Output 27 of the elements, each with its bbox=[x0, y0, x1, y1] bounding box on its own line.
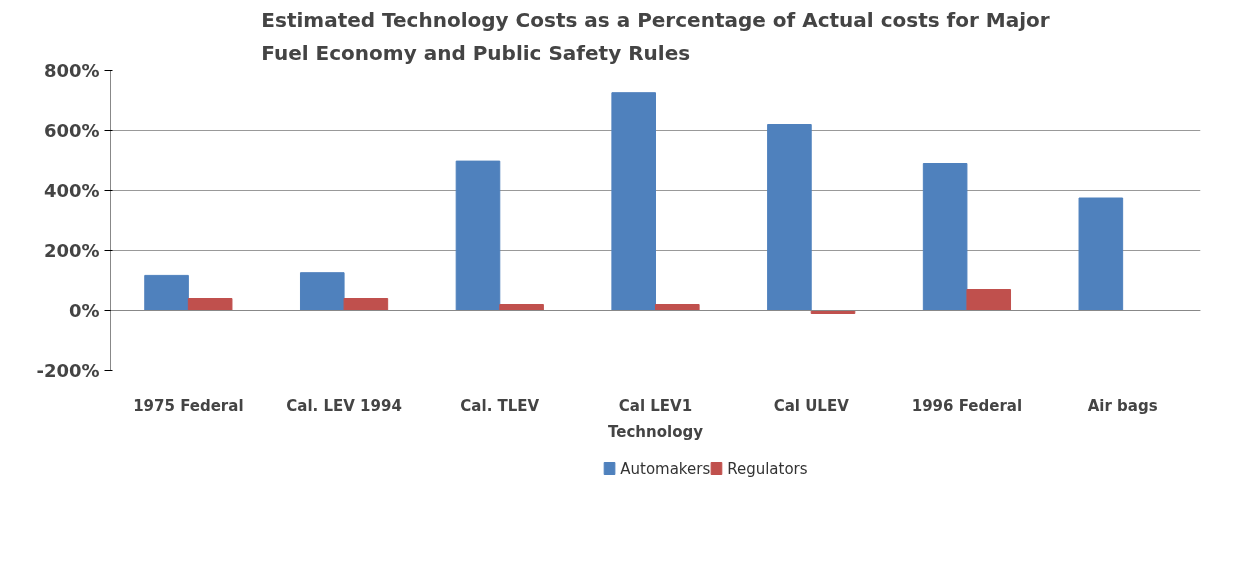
x-tick-label: 1996 Federal bbox=[911, 396, 1023, 415]
y-tick-label: 200% bbox=[43, 240, 100, 261]
x-tick-label: Cal ULEV bbox=[773, 396, 850, 415]
bar bbox=[187, 298, 233, 311]
bar bbox=[343, 298, 389, 311]
bar bbox=[1078, 197, 1124, 311]
x-tick-label: Cal. TLEV bbox=[460, 396, 540, 415]
y-tick-label: 800% bbox=[43, 60, 100, 81]
x-tick-label: Cal. LEV 1994 bbox=[286, 396, 402, 415]
y-tick-label: 400% bbox=[43, 180, 100, 201]
bar bbox=[922, 163, 968, 311]
legend-label: Regulators bbox=[727, 459, 808, 478]
bar bbox=[767, 124, 812, 311]
x-tick-label: Cal LEV1 bbox=[618, 396, 693, 415]
y-tick-label: -200% bbox=[36, 360, 100, 381]
bar bbox=[966, 289, 1012, 311]
x-tick-label: 1975 Federal bbox=[133, 396, 244, 415]
x-axis-title: Technology bbox=[608, 422, 704, 441]
bar bbox=[144, 274, 189, 311]
chart-title: Estimated Technology Costs as a Percentage of Actual costs for Major Fuel Economy and Public Safety Rules bbox=[261, 7, 1050, 66]
y-tick-label: 600% bbox=[43, 120, 100, 141]
bar bbox=[611, 92, 656, 311]
x-tick-label: Air bags bbox=[1087, 396, 1158, 415]
bar bbox=[299, 272, 345, 311]
y-tick-label: 0% bbox=[68, 300, 100, 321]
bar bbox=[455, 160, 501, 311]
legend-label: Automakers bbox=[620, 459, 711, 478]
